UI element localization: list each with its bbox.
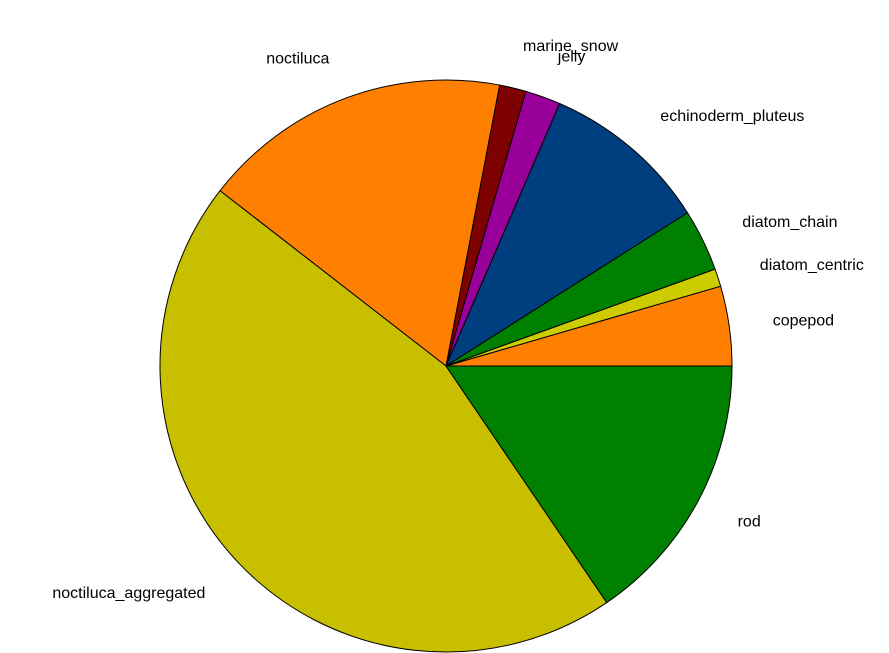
pie-slice-echinoderm-pluteus bbox=[444, 102, 689, 368]
pie-slice-noctiluca-aggregated bbox=[159, 190, 608, 653]
slice-label-rod: rod bbox=[738, 513, 761, 530]
slice-label-marine-snow: marine_snow bbox=[523, 38, 619, 55]
slice-label-noctiluca-aggregated: noctiluca_aggregated bbox=[52, 585, 205, 602]
slice-label-copepod: copepod bbox=[773, 313, 834, 330]
pie-slices bbox=[159, 79, 733, 653]
slice-label-noctiluca: noctiluca bbox=[266, 50, 329, 67]
pie-slice-rod bbox=[445, 365, 733, 604]
slice-label-diatom-centric: diatom_centric bbox=[760, 257, 864, 274]
slice-label-diatom-chain: diatom_chain bbox=[742, 214, 837, 231]
pie-labels: copepod diatom_centric diatom_chain echinod… bbox=[52, 38, 863, 602]
pie-slice-noctiluca bbox=[219, 79, 501, 367]
slice-label-jelly: jelly bbox=[557, 49, 586, 66]
slice-label-echinoderm-pluteus: echinoderm_pluteus bbox=[660, 108, 804, 125]
